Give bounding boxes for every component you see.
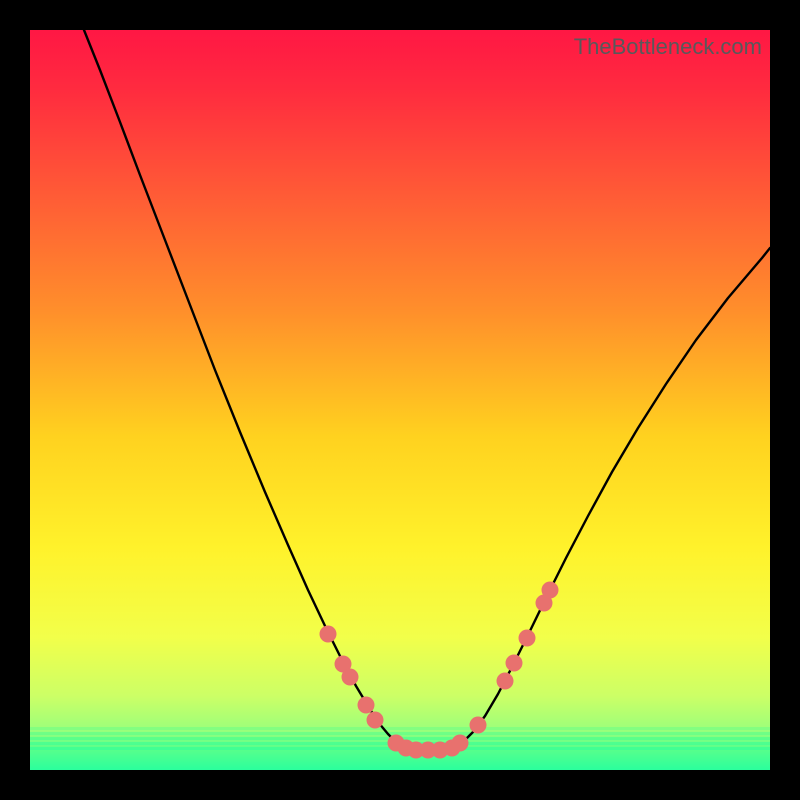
data-point: [452, 735, 469, 752]
data-point: [519, 630, 536, 647]
data-point: [342, 669, 359, 686]
data-point: [506, 655, 523, 672]
data-point: [497, 673, 514, 690]
bottleneck-curve: [30, 30, 770, 770]
data-point: [367, 712, 384, 729]
chart-frame: TheBottleneck.com: [0, 0, 800, 800]
data-point: [320, 626, 337, 643]
plot-area: TheBottleneck.com: [30, 30, 770, 770]
data-point: [358, 697, 375, 714]
data-point: [542, 582, 559, 599]
data-point: [470, 717, 487, 734]
